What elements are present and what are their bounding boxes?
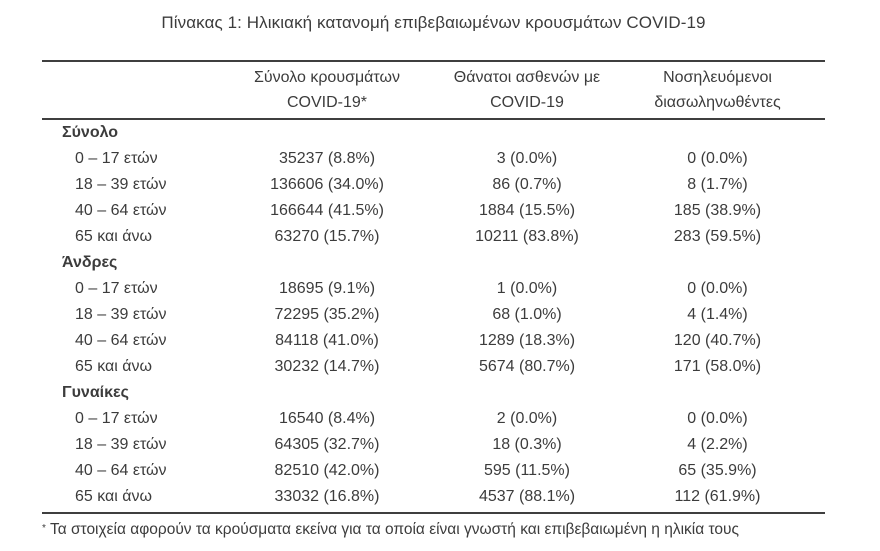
cases-value: 72295 (35.2%): [274, 306, 380, 323]
deaths-value: 68 (1.0%): [492, 306, 562, 323]
age-group-label: 18 – 39 ετών: [75, 436, 167, 453]
deaths-value: 86 (0.7%): [492, 176, 562, 193]
age-group-label: 0 – 17 ετών: [75, 410, 158, 427]
cases-value: 63270 (15.7%): [274, 228, 380, 245]
footnote-text: Τα στοιχεία αφορούν τα κρούσματα εκείνα …: [49, 521, 739, 538]
age-group-label: 0 – 17 ετών: [75, 280, 158, 297]
header-intubated-line1: Νοσηλευόμενοι: [663, 69, 772, 86]
age-group-label: 65 και άνω: [75, 228, 153, 245]
table-row: 0 – 17 ετών 16540 (8.4%) 2 (0.0%) 0 (0.0…: [42, 406, 825, 432]
intubated-value: 4 (2.2%): [687, 436, 748, 453]
covid-age-table: Σύνολο κρουσμάτων COVID-19* Θάνατοι ασθε…: [42, 60, 825, 541]
deaths-value: 18 (0.3%): [492, 436, 562, 453]
deaths-value: 2 (0.0%): [496, 410, 558, 427]
age-group-label: 65 και άνω: [75, 488, 153, 505]
age-group-label: 40 – 64 ετών: [75, 332, 167, 349]
table-row: 65 και άνω 33032 (16.8%) 4537 (88.1%) 11…: [42, 484, 825, 510]
deaths-value: 1 (0.0%): [496, 280, 558, 297]
intubated-value: 65 (35.9%): [678, 462, 757, 479]
intubated-value: 0 (0.0%): [687, 410, 748, 427]
cases-value: 16540 (8.4%): [278, 410, 376, 427]
intubated-value: 0 (0.0%): [687, 280, 748, 297]
table-content: Πίνακας 1: Ηλικιακή κατανομή επιβεβαιωμέ…: [42, 11, 825, 541]
deaths-value: 5674 (80.7%): [478, 358, 576, 375]
table-body: Σύνολο 0 – 17 ετών 35237 (8.8%) 3 (0.0%)…: [42, 120, 825, 514]
table-row: 18 – 39 ετών 64305 (32.7%) 18 (0.3%) 4 (…: [42, 432, 825, 458]
age-group-label: 40 – 64 ετών: [75, 202, 167, 219]
intubated-value: 120 (40.7%): [673, 332, 762, 349]
table-row: 65 και άνω 63270 (15.7%) 10211 (83.8%) 2…: [42, 224, 825, 250]
intubated-value: 8 (1.7%): [687, 176, 748, 193]
age-group-label: 18 – 39 ετών: [75, 306, 167, 323]
header-deaths-line1: Θάνατοι ασθενών με: [453, 69, 601, 86]
table-row: 18 – 39 ετών 136606 (34.0%) 86 (0.7%) 8 …: [42, 172, 825, 198]
table-row: 18 – 39 ετών 72295 (35.2%) 68 (1.0%) 4 (…: [42, 302, 825, 328]
cases-value: 84118 (41.0%): [275, 332, 379, 349]
table-footnote: * Τα στοιχεία αφορούν τα κρούσματα εκείν…: [42, 514, 825, 541]
section-header-row: Άνδρες: [42, 250, 825, 276]
table-title: Πίνακας 1: Ηλικιακή κατανομή επιβεβαιωμέ…: [161, 13, 706, 32]
intubated-value: 4 (1.4%): [687, 306, 748, 323]
table-row: 40 – 64 ετών 82510 (42.0%) 595 (11.5%) 6…: [42, 458, 825, 484]
header-cases-line2: COVID-19*: [286, 94, 368, 111]
section-label: Άνδρες: [62, 254, 118, 271]
header-cell-total-cases: Σύνολο κρουσμάτων COVID-19*: [210, 65, 444, 115]
section-header-row: Γυναίκες: [42, 380, 825, 406]
section-label: Σύνολο: [62, 124, 119, 141]
header-deaths-line2: COVID-19: [490, 94, 564, 111]
table-row: 0 – 17 ετών 35237 (8.8%) 3 (0.0%) 0 (0.0…: [42, 146, 825, 172]
intubated-value: 283 (59.5%): [673, 228, 762, 245]
header-cases-line1: Σύνολο κρουσμάτων: [253, 69, 400, 86]
header-cell-deaths: Θάνατοι ασθενών με COVID-19: [444, 65, 610, 115]
cases-value: 18695 (9.1%): [278, 280, 376, 297]
report-page: Πίνακας 1: Ηλικιακή κατανομή επιβεβαιωμέ…: [0, 11, 880, 551]
cases-value: 33032 (16.8%): [274, 488, 380, 505]
deaths-value: 10211 (83.8%): [475, 228, 579, 245]
cases-value: 82510 (42.0%): [274, 462, 380, 479]
header-cell-intubated: Νοσηλευόμενοι διασωληνωθέντες: [610, 65, 825, 115]
table-row: 0 – 17 ετών 18695 (9.1%) 1 (0.0%) 0 (0.0…: [42, 276, 825, 302]
header-intubated-line2: διασωληνωθέντες: [654, 94, 781, 111]
deaths-value: 3 (0.0%): [496, 150, 558, 167]
age-group-label: 40 – 64 ετών: [75, 462, 167, 479]
table-row: 40 – 64 ετών 84118 (41.0%) 1289 (18.3%) …: [42, 328, 825, 354]
age-group-label: 65 και άνω: [75, 358, 153, 375]
age-group-label: 18 – 39 ετών: [75, 176, 167, 193]
age-group-label: 0 – 17 ετών: [75, 150, 158, 167]
cases-value: 166644 (41.5%): [270, 202, 384, 219]
cases-value: 30232 (14.7%): [274, 358, 380, 375]
section-label: Γυναίκες: [62, 384, 129, 401]
deaths-value: 4537 (88.1%): [478, 488, 576, 505]
deaths-value: 1289 (18.3%): [478, 332, 576, 349]
intubated-value: 171 (58.0%): [673, 358, 762, 375]
cases-value: 136606 (34.0%): [270, 176, 384, 193]
cases-value: 64305 (32.7%): [274, 436, 380, 453]
deaths-value: 1884 (15.5%): [478, 202, 576, 219]
cases-value: 35237 (8.8%): [278, 150, 376, 167]
table-header-row: Σύνολο κρουσμάτων COVID-19* Θάνατοι ασθε…: [42, 60, 825, 120]
footnote-asterisk: *: [42, 523, 46, 534]
intubated-value: 112 (61.9%): [674, 488, 761, 505]
table-row: 40 – 64 ετών 166644 (41.5%) 1884 (15.5%)…: [42, 198, 825, 224]
section-header-row: Σύνολο: [42, 120, 825, 146]
table-row: 65 και άνω 30232 (14.7%) 5674 (80.7%) 17…: [42, 354, 825, 380]
intubated-value: 0 (0.0%): [687, 150, 748, 167]
deaths-value: 595 (11.5%): [484, 462, 570, 479]
intubated-value: 185 (38.9%): [673, 202, 762, 219]
